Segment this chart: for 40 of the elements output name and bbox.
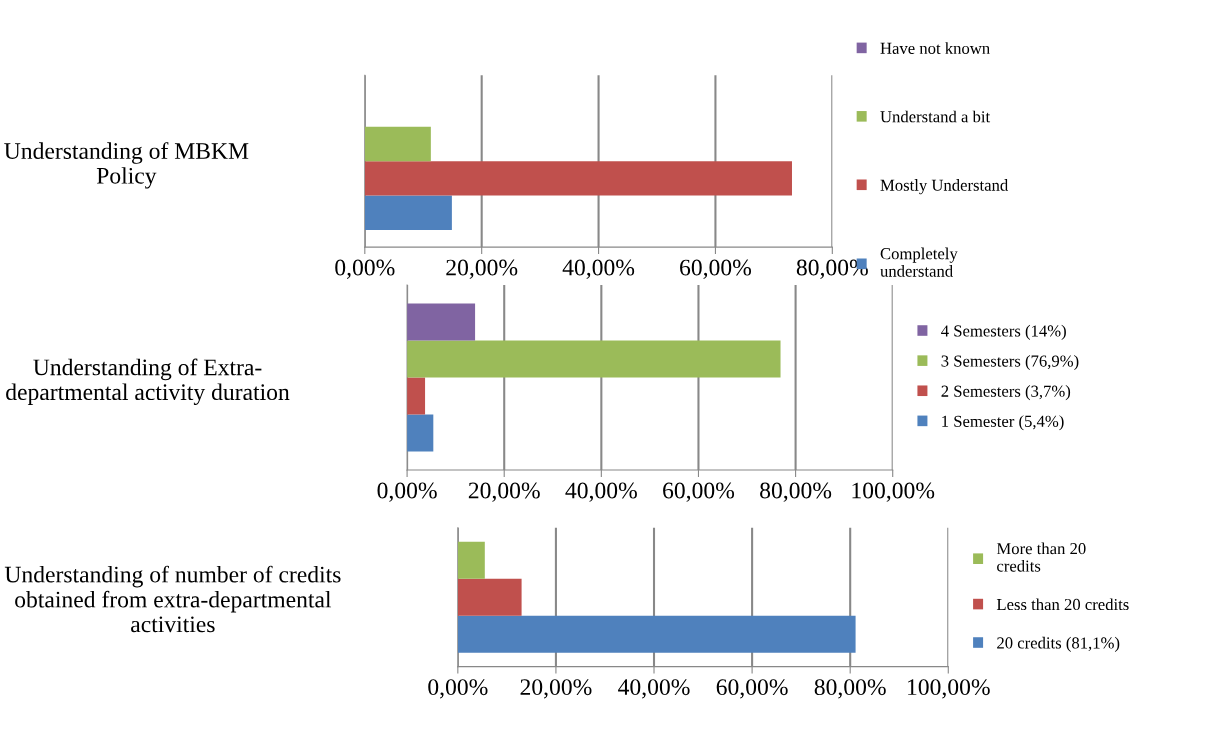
bar: [457, 541, 485, 579]
bar: [407, 303, 476, 341]
legend-label: 4 Semesters (14%): [941, 324, 1066, 340]
x-tick-label: 60,00%: [663, 482, 735, 502]
x-tick-label: 20,00%: [468, 482, 540, 502]
legend-label: Mostly Understand: [880, 179, 1009, 195]
bar: [364, 195, 452, 230]
x-tick-label: 20,00%: [520, 679, 592, 699]
legend-label: Have not known: [880, 42, 990, 54]
legend-label: More than 20 credits: [996, 542, 1086, 572]
x-tick-label: 0,00%: [377, 482, 437, 502]
x-tick-label: 100,00%: [908, 679, 990, 699]
x-tick-label: 0,00%: [335, 259, 395, 279]
bar: [407, 377, 426, 415]
bar: [457, 578, 522, 616]
x-tick-label: 80,00%: [814, 679, 886, 699]
x-tick-label: 60,00%: [716, 679, 788, 699]
legend-label: Completely understand: [880, 247, 958, 277]
legend-label: Understand a bit: [880, 110, 991, 123]
x-tick-label: 40,00%: [562, 259, 635, 279]
legend-label: 20 credits (81,1%): [997, 636, 1120, 652]
y-tick-label: Understanding of Extra- departmental activity duration: [6, 358, 290, 405]
bar: [364, 161, 792, 196]
y-tick-label: Understanding of MBKM Policy: [4, 142, 249, 189]
x-tick-label: 20,00%: [446, 259, 518, 279]
x-tick-label: 100,00%: [852, 482, 935, 502]
bar: [457, 615, 856, 653]
bar: [407, 414, 434, 452]
x-tick-label: 60,00%: [680, 259, 752, 279]
bar: [364, 126, 431, 162]
legend-label: Less than 20 credits: [996, 598, 1129, 611]
legend-label: 1 Semester (5,4%): [942, 415, 1064, 431]
y-tick-label: Understanding of number of credits obtained from extra-departmental activities: [4, 565, 341, 633]
legend-label: 3 Semesters (76,9%): [941, 354, 1079, 371]
x-tick-label: 80,00%: [760, 482, 832, 502]
legend-label: 2 Semesters (3,7%): [941, 385, 1071, 401]
x-tick-label: 0,00%: [428, 679, 488, 699]
bar: [407, 340, 781, 378]
x-tick-label: 40,00%: [565, 482, 637, 502]
x-tick-label: 40,00%: [618, 679, 690, 699]
